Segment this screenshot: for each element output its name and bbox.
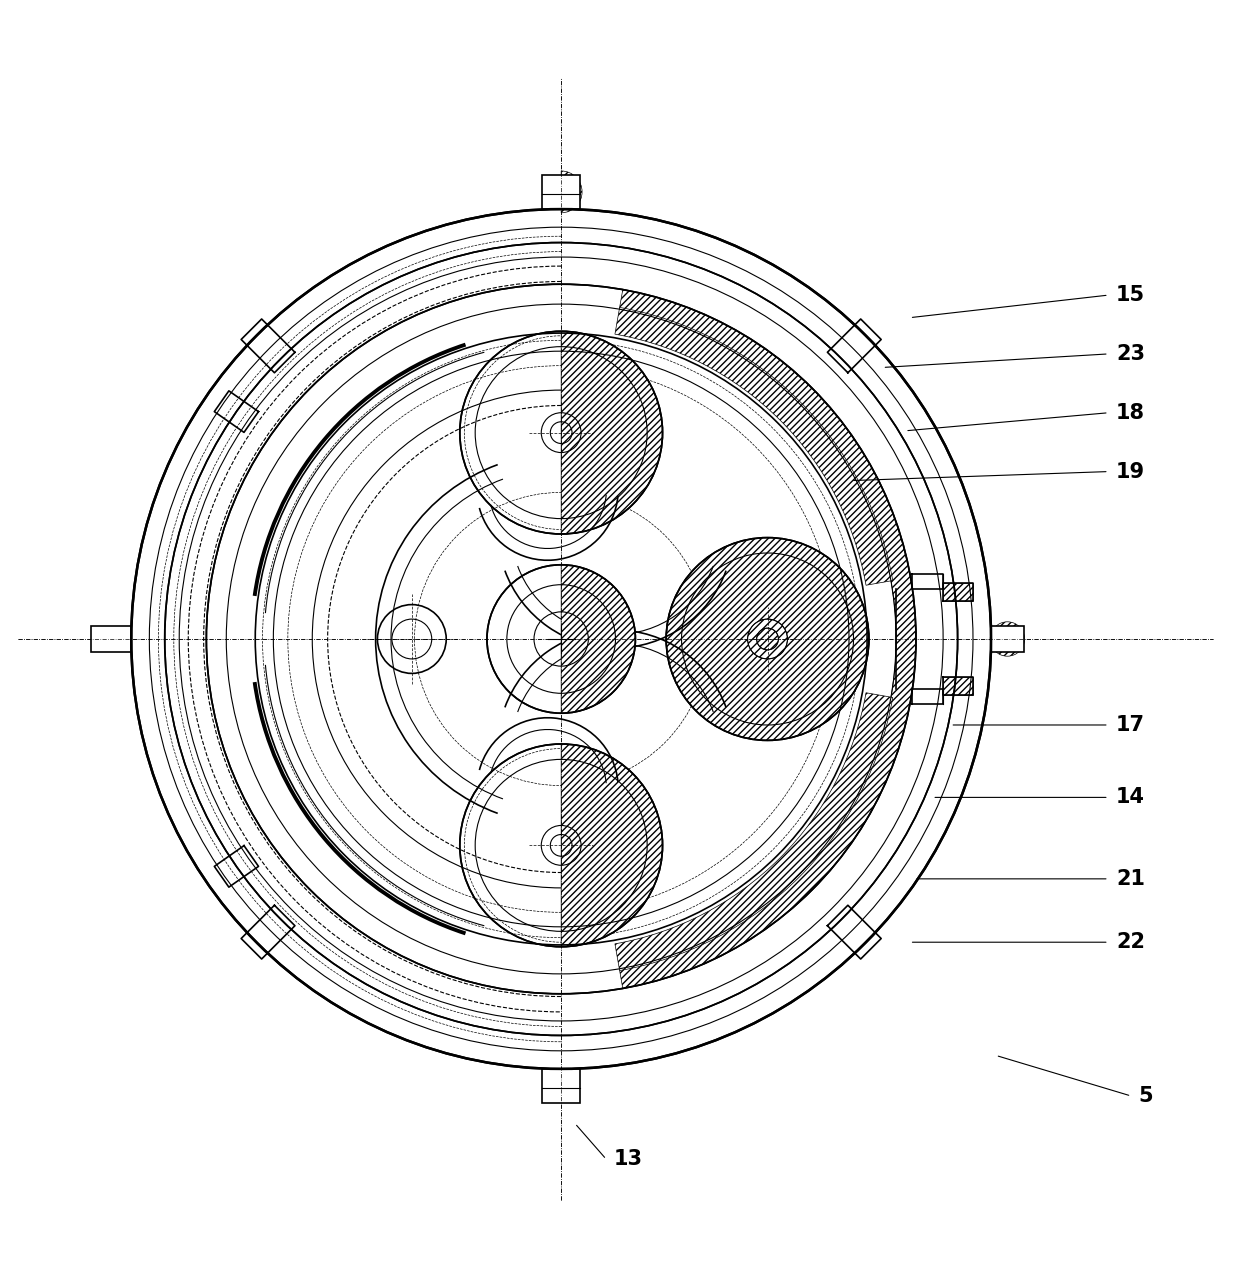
- Text: 13: 13: [614, 1149, 642, 1169]
- Text: 19: 19: [1116, 461, 1145, 482]
- Wedge shape: [615, 693, 893, 970]
- Bar: [91, 626, 131, 652]
- Wedge shape: [666, 538, 869, 740]
- Wedge shape: [619, 290, 916, 988]
- Bar: [944, 677, 973, 695]
- Bar: [542, 1068, 580, 1103]
- Text: 18: 18: [1116, 403, 1145, 423]
- Bar: [944, 583, 973, 601]
- Text: 23: 23: [1116, 344, 1145, 364]
- Text: 15: 15: [1116, 285, 1145, 305]
- Text: 14: 14: [1116, 787, 1145, 808]
- Wedge shape: [562, 744, 662, 947]
- Wedge shape: [562, 331, 662, 534]
- Text: 21: 21: [1116, 869, 1145, 889]
- Bar: [991, 626, 1024, 652]
- Wedge shape: [562, 565, 635, 713]
- Wedge shape: [991, 622, 1024, 656]
- Wedge shape: [748, 619, 787, 659]
- Text: 17: 17: [1116, 714, 1145, 735]
- Wedge shape: [615, 308, 893, 585]
- Text: 5: 5: [1138, 1086, 1153, 1105]
- Bar: [542, 175, 580, 210]
- Text: 22: 22: [1116, 932, 1145, 952]
- Wedge shape: [562, 171, 582, 212]
